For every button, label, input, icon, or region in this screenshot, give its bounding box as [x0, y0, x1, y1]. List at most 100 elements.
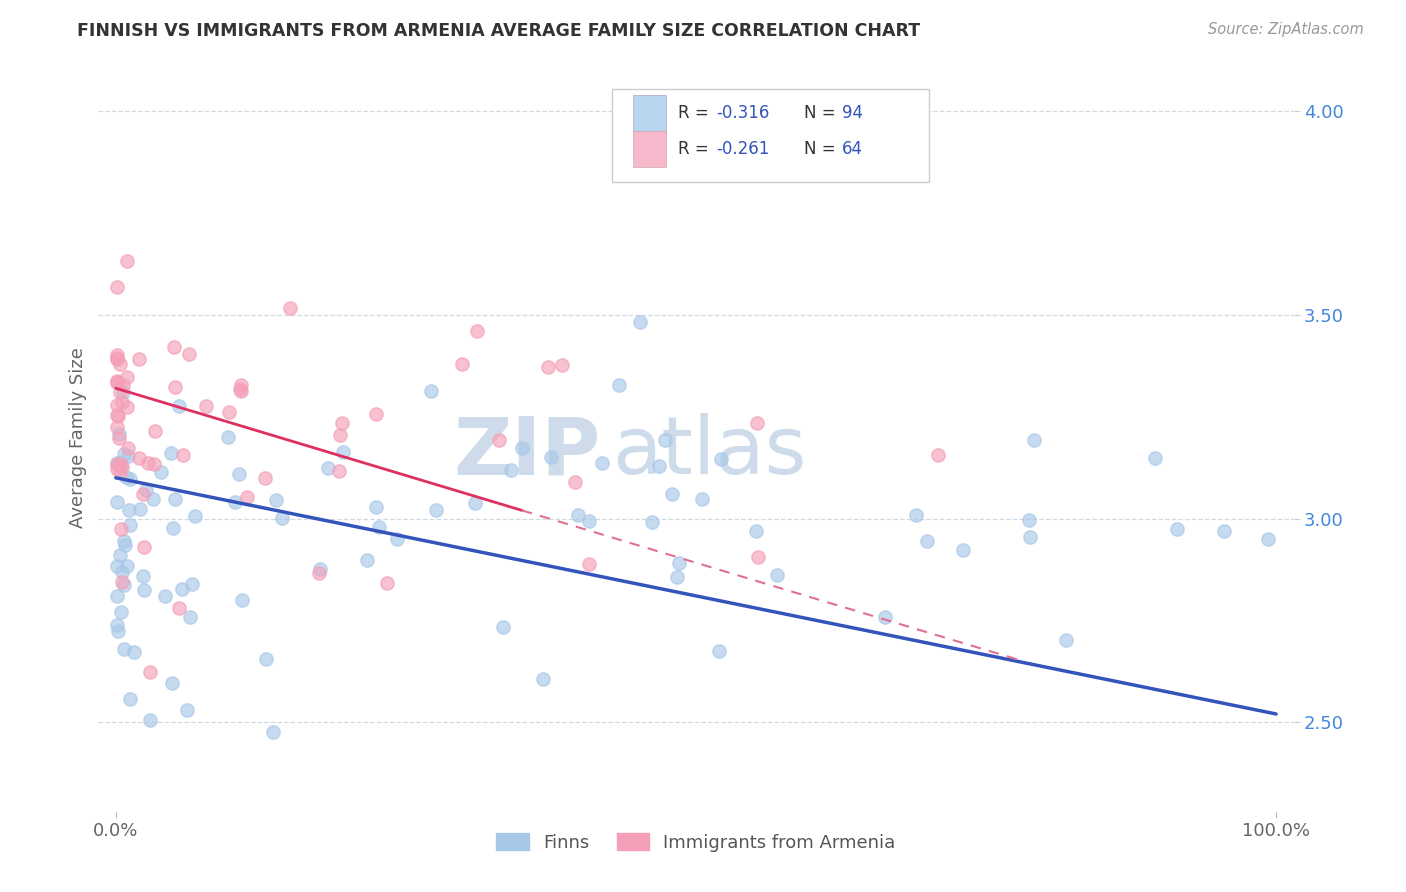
- Bar: [633, 131, 666, 168]
- Immigrants from Armenia: [111, 574, 134, 589]
- Finns: [150, 465, 173, 479]
- Immigrants from Armenia: [105, 462, 128, 476]
- Immigrants from Armenia: [375, 576, 398, 591]
- Finns: [117, 449, 139, 463]
- Immigrants from Armenia: [128, 450, 150, 465]
- Finns: [111, 565, 134, 579]
- Finns: [112, 384, 135, 399]
- Text: N =: N =: [804, 104, 841, 122]
- Immigrants from Armenia: [927, 448, 949, 462]
- Finns: [607, 378, 630, 392]
- Finns: [654, 434, 676, 448]
- Immigrants from Armenia: [308, 566, 330, 581]
- Finns: [540, 450, 562, 465]
- Finns: [1054, 632, 1077, 647]
- Finns: [873, 610, 896, 624]
- Finns: [316, 461, 339, 475]
- Immigrants from Armenia: [105, 375, 128, 389]
- Immigrants from Armenia: [105, 351, 128, 366]
- Immigrants from Armenia: [131, 487, 153, 501]
- Finns: [169, 399, 191, 413]
- Immigrants from Armenia: [254, 471, 277, 485]
- Text: FINNISH VS IMMIGRANTS FROM ARMENIA AVERAGE FAMILY SIZE CORRELATION CHART: FINNISH VS IMMIGRANTS FROM ARMENIA AVERA…: [77, 22, 921, 40]
- Finns: [184, 509, 207, 524]
- Immigrants from Armenia: [163, 340, 186, 354]
- Finns: [262, 725, 284, 739]
- Finns: [270, 510, 292, 524]
- Immigrants from Armenia: [231, 378, 253, 392]
- Bar: [633, 95, 666, 131]
- Finns: [231, 592, 253, 607]
- Finns: [108, 456, 131, 470]
- Finns: [105, 494, 128, 508]
- Finns: [105, 589, 128, 603]
- Finns: [160, 446, 183, 460]
- Immigrants from Armenia: [111, 459, 134, 474]
- Immigrants from Armenia: [105, 375, 128, 389]
- Finns: [531, 672, 554, 686]
- Finns: [105, 617, 128, 632]
- Finns: [112, 578, 135, 592]
- Finns: [364, 500, 387, 514]
- Finns: [368, 520, 391, 534]
- Immigrants from Armenia: [143, 425, 166, 439]
- Finns: [114, 538, 136, 552]
- Finns: [153, 589, 176, 603]
- Immigrants from Armenia: [278, 301, 301, 315]
- Immigrants from Armenia: [218, 405, 240, 419]
- Immigrants from Armenia: [117, 442, 139, 456]
- Finns: [1024, 434, 1046, 448]
- Finns: [661, 487, 683, 501]
- FancyBboxPatch shape: [613, 88, 929, 182]
- Finns: [110, 605, 132, 619]
- Finns: [1213, 524, 1236, 538]
- Immigrants from Armenia: [111, 394, 134, 409]
- Finns: [224, 495, 246, 509]
- Finns: [665, 570, 688, 584]
- Text: -0.261: -0.261: [716, 140, 769, 159]
- Immigrants from Armenia: [564, 475, 586, 489]
- Finns: [163, 491, 186, 506]
- Immigrants from Armenia: [115, 254, 138, 268]
- Finns: [709, 644, 731, 658]
- Immigrants from Armenia: [194, 399, 217, 413]
- Finns: [112, 447, 135, 461]
- Finns: [135, 483, 157, 497]
- Finns: [765, 568, 787, 582]
- Finns: [118, 503, 141, 517]
- Finns: [628, 314, 651, 328]
- Immigrants from Armenia: [110, 522, 132, 536]
- Finns: [105, 456, 128, 470]
- Immigrants from Armenia: [551, 358, 574, 372]
- Finns: [112, 642, 135, 657]
- Finns: [162, 521, 184, 535]
- Finns: [952, 543, 974, 558]
- Immigrants from Armenia: [536, 360, 558, 375]
- Finns: [179, 609, 201, 624]
- Finns: [591, 456, 613, 470]
- Finns: [420, 384, 443, 398]
- Finns: [139, 713, 162, 727]
- Finns: [640, 515, 662, 529]
- Finns: [1018, 513, 1040, 527]
- Immigrants from Armenia: [108, 431, 131, 445]
- Immigrants from Armenia: [115, 369, 138, 384]
- Immigrants from Armenia: [108, 385, 131, 400]
- Immigrants from Armenia: [134, 540, 156, 554]
- Immigrants from Armenia: [329, 428, 352, 442]
- Immigrants from Armenia: [465, 324, 488, 338]
- Immigrants from Armenia: [142, 457, 165, 471]
- Finns: [108, 548, 131, 562]
- Finns: [332, 445, 354, 459]
- Text: R =: R =: [678, 140, 714, 159]
- Immigrants from Armenia: [128, 351, 150, 366]
- Finns: [132, 569, 155, 583]
- Finns: [264, 493, 287, 508]
- Finns: [115, 558, 138, 573]
- Immigrants from Armenia: [229, 382, 252, 396]
- Legend: Finns, Immigrants from Armenia: Finns, Immigrants from Armenia: [489, 826, 903, 859]
- Finns: [122, 645, 145, 659]
- Finns: [129, 501, 152, 516]
- Finns: [1166, 522, 1188, 536]
- Finns: [309, 562, 332, 576]
